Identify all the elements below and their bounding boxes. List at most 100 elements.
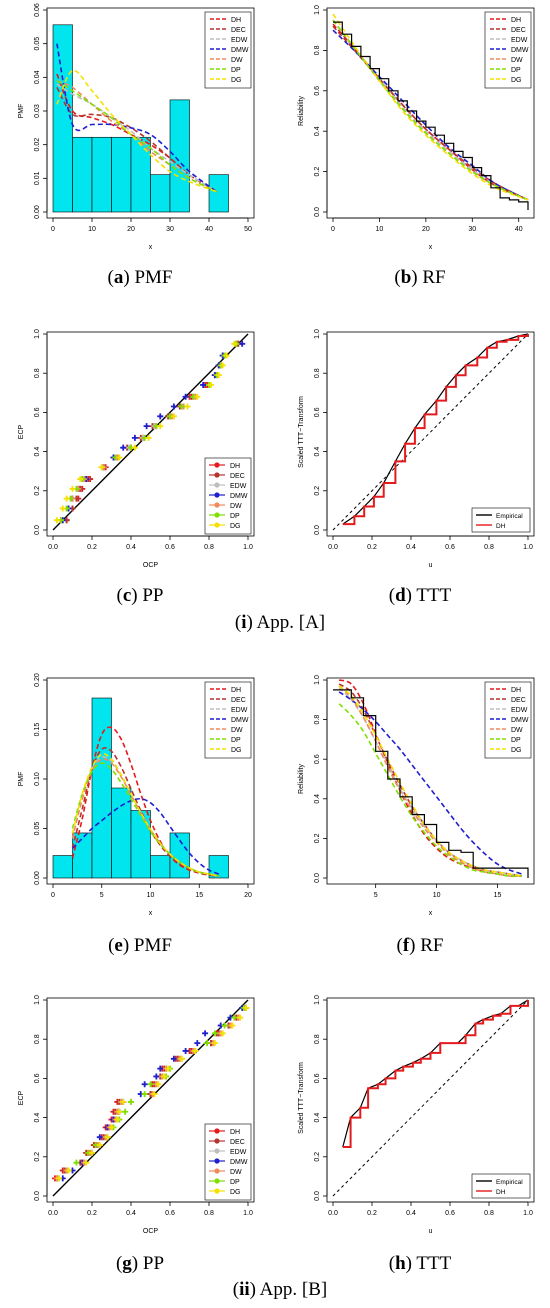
caption-ii: (ii) App. [B] [232, 1279, 328, 1300]
legend-swatch-dot-dw [214, 1168, 220, 1174]
pp-marker-dg [151, 1091, 158, 1098]
pp-marker-dg [131, 444, 138, 451]
pp-marker-dg [219, 1030, 226, 1037]
x-tick-label: 0.2 [367, 1210, 377, 1217]
legend-swatch-dot-dw [214, 502, 220, 508]
x-tick-label: 15 [195, 892, 203, 899]
x-tick-label: 0 [51, 892, 55, 899]
legend-label-dw: DW [231, 727, 243, 734]
y-tick-label: 0.6 [314, 86, 321, 96]
y-tick-label: 0.8 [314, 45, 321, 55]
legend-label-dg: DG [511, 77, 522, 84]
legend-swatch-dot-edw [214, 1148, 220, 1154]
y-tick-label: 0.0 [314, 873, 321, 883]
x-tick-label: 0.6 [165, 544, 175, 551]
x-tick-label: 0.0 [48, 1210, 58, 1217]
x-tick-label: 0.2 [87, 1210, 97, 1217]
caption-h: (h) TTT [388, 1253, 452, 1274]
pp-marker-dg [170, 413, 177, 420]
histogram-bar [150, 174, 171, 213]
legend-swatch-dot-dmw [214, 1158, 220, 1164]
pp-marker-dg [237, 1014, 244, 1021]
plot-frame [326, 331, 535, 537]
pp-marker-dg [89, 1149, 95, 1156]
pp-marker-dmw [141, 1081, 148, 1088]
y-tick-label: 0.0 [34, 1191, 41, 1201]
histogram-bar [169, 99, 190, 213]
x-tick-label: 10 [433, 892, 441, 899]
legend-label-edw: EDW [230, 1149, 247, 1156]
pp-marker-dmw [200, 381, 207, 388]
x-tick-label: 0.8 [204, 544, 214, 551]
legend-label-dg: DG [231, 747, 242, 754]
chart-e: 0 5 10 15 20 0.00 0.05 0.10 0.15 0.20 x PMF DH DEC EDW… [18, 673, 255, 917]
legend-label-dmw: DMW [511, 717, 529, 724]
pp-marker-dg [120, 1098, 127, 1105]
rf-line-dg [332, 13, 529, 201]
legend-label-dh: DH [230, 463, 240, 470]
legend-label-edw: EDW [230, 483, 247, 490]
y-tick-label: 0.2 [34, 1152, 41, 1162]
rf-line-dec [332, 25, 529, 201]
histogram-bar [52, 24, 73, 213]
legend-label-dmw: DMW [511, 47, 529, 54]
pp-marker-dmw [96, 1134, 103, 1141]
dh-ttt-step-line [342, 1000, 529, 1148]
x-tick-label: 10 [147, 892, 155, 899]
rf-line-edw [338, 687, 523, 877]
rf-line-dp [338, 703, 522, 877]
x-tick-label: 0.4 [126, 1210, 136, 1217]
pp-marker-dg [161, 1073, 168, 1080]
x-tick-label: 0.4 [126, 544, 136, 551]
y-tick-label: 0.6 [314, 1073, 321, 1083]
legend-label-dw: DW [231, 57, 243, 64]
legend-box [204, 681, 252, 759]
x-tick-label: 0.6 [445, 1210, 455, 1217]
pp-marker-dmw [202, 1030, 209, 1037]
pmf-line-edw [56, 83, 218, 193]
histogram-bar [169, 832, 190, 879]
pp-marker-dmw [182, 1047, 189, 1054]
pp-marker-dg [231, 340, 238, 347]
y-tick-label: 0.8 [34, 1034, 41, 1044]
pp-marker-dg [192, 1047, 199, 1054]
x-tick-label: 1.0 [243, 1210, 253, 1217]
pmf-line-dp [56, 80, 218, 193]
caption-f: (f) RF [396, 935, 444, 956]
chart-h: 0.0 0.2 0.4 0.6 0.8 1.0 0.0 0.2 0.4 0.6 0.8 1.0 u Sca… [298, 995, 535, 1235]
chart-d: 0.0 0.2 0.4 0.6 0.8 1.0 0.0 0.2 0.4 0.6 0.8 1.0 u Sca… [298, 329, 535, 569]
legend-swatch-dot-dp [214, 1178, 220, 1184]
legend-label-dh: DH [230, 1129, 240, 1136]
pmf-line-dmw [71, 797, 220, 875]
y-tick-label: 0.0 [314, 1191, 321, 1201]
pp-marker-dmw [170, 1055, 177, 1062]
pp-marker-dmw [157, 1065, 164, 1072]
legend-box [484, 11, 532, 89]
y-tick-label: 1.0 [314, 329, 321, 339]
caption-i: (i) App. [A] [234, 612, 326, 633]
y-tick-label: 0.00 [34, 205, 41, 219]
legend-label-dec: DEC [231, 27, 246, 34]
y-tick-label: 1.0 [314, 5, 321, 15]
pp-marker-dg [55, 1175, 62, 1182]
pp-marker-dg [69, 485, 76, 492]
pp-marker-dg [96, 1142, 103, 1149]
y-tick-label: 0.02 [34, 138, 41, 152]
pp-marker-dmw [194, 1040, 201, 1047]
empirical-step-line [333, 689, 529, 878]
chart-b: 0 10 20 30 40 0.0 0.2 0.4 0.6 0.8 1.0 x Reliability D… [298, 5, 535, 251]
x-tick-label: 10 [88, 226, 96, 233]
pp-marker-dg [114, 1116, 121, 1123]
legend-label-dp: DP [231, 67, 241, 74]
x-tick-label: 0 [51, 226, 55, 233]
y-tick-label: 0.2 [314, 167, 321, 177]
pp-marker-dg [215, 372, 222, 379]
y-axis-label: Reliability [298, 96, 305, 126]
y-tick-label: 1.0 [314, 675, 321, 685]
x-tick-label: 30 [468, 226, 476, 233]
legend-swatch-dot-dh [214, 462, 220, 468]
legend-label-empirical: Empirical [496, 513, 523, 520]
y-tick-label: 0.4 [314, 794, 321, 804]
legend-box [484, 681, 532, 759]
pp-marker-dg [116, 454, 123, 461]
